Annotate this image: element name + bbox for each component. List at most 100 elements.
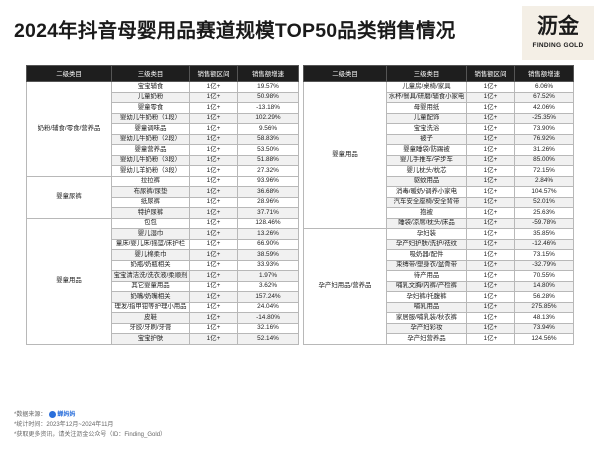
sales-range-cell: 1亿+ [466,333,515,345]
sales-range-cell: 1亿+ [466,144,515,156]
level3-category-cell: 理发/指甲钳等护理小用品 [111,301,190,313]
sales-range-cell: 1亿+ [189,249,238,261]
data-source-prefix: *数据来源： [14,412,47,418]
header-sales-growth: 销售额增速 [514,65,574,82]
sales-range-cell: 1亿+ [466,91,515,103]
sales-range-cell: 1亿+ [189,81,238,93]
header-level3-category: 三级类目 [111,65,190,82]
sales-growth-cell: 36.68% [237,186,299,198]
header-level3-category: 三级类目 [386,65,467,82]
level3-category-cell: 奶瓶/奶瓶相关 [111,259,190,271]
sales-range-cell: 1亿+ [189,154,238,166]
sales-range-cell: 1亿+ [189,228,238,240]
sales-range-cell: 1亿+ [466,123,515,135]
sales-growth-cell: 24.04% [237,301,299,313]
table-row: 纸尿裤 1亿+ 28.96% [27,196,299,208]
level3-category-cell: 婴童零食 [111,102,190,114]
level3-category-cell: 孕产妇营养品 [386,333,467,345]
table-row: 宝宝洗浴 1亿+ 73.90% [304,123,574,135]
sales-growth-cell: 66.90% [237,238,299,250]
sales-growth-cell: 27.32% [237,165,299,177]
level3-category-cell: 布尿裤/尿垫 [111,186,190,198]
sales-range-cell: 1亿+ [466,217,515,229]
table-row: 消毒/暖奶/调养小家电 1亿+ 104.57% [304,186,574,198]
level3-category-cell: 婴儿枕头/枕芯 [386,165,467,177]
table-row: 孕产妇彩妆 1亿+ 73.94% [304,322,574,334]
sales-range-cell: 1亿+ [189,280,238,292]
sales-range-cell: 1亿+ [466,228,515,240]
level3-category-cell: 纸尿裤 [111,196,190,208]
level3-category-cell: 婴幼儿羊奶粉（3段） [111,165,190,177]
level3-category-cell: 婴儿棉柔巾 [111,249,190,261]
sales-range-cell: 1亿+ [466,207,515,219]
table-row: 抱被 1亿+ 25.63% [304,207,574,219]
sales-growth-cell: 32.16% [237,322,299,334]
level3-category-cell: 皮鞋 [111,312,190,324]
sales-range-cell: 1亿+ [189,133,238,145]
sales-range-cell: 1亿+ [466,270,515,282]
sales-range-cell: 1亿+ [466,301,515,313]
level3-category-cell: 奶嘴/奶嘴相关 [111,291,190,303]
level3-category-cell: 哺乳用品 [386,301,467,313]
table-row: 水杯/餐具/研磨/辅食小家电 1亿+ 67.52% [304,91,574,103]
more-info-note: *获取更多资讯，请关注沥金公众号（ID：Finding_Gold） [14,432,167,438]
level3-category-cell: 儿童奶粉 [111,91,190,103]
sales-growth-cell: 104.57% [514,186,574,198]
table-row: 婴童尿裤 拉拉裤 1亿+ 93.96% [26,175,299,219]
table-row: 奶粉/辅食/零食/营养品 宝宝辅食 1亿+ 19.57% [26,81,299,177]
level3-category-cell: 宝宝护肤 [111,333,190,345]
table-row: 驱蚊用品 1亿+ 2.84% [304,175,574,187]
page-title: 2024年抖音母婴用品赛道规模TOP50品类销售情况 [14,20,456,42]
sales-range-cell: 1亿+ [466,312,515,324]
level3-category-cell: 宝宝清洁洗/洗衣液/柔顺剂 [111,270,190,282]
header-sales-range: 销售额区间 [466,65,515,82]
sales-growth-cell: 72.15% [514,165,574,177]
sales-range-cell: 1亿+ [189,291,238,303]
sales-range-cell: 1亿+ [466,291,515,303]
sales-growth-cell: 2.84% [514,175,574,187]
sales-range-cell: 1亿+ [466,186,515,198]
level3-category-cell: 睡袋/凉席/枕头/床品 [386,217,467,229]
sales-range-cell: 1亿+ [466,165,515,177]
level3-category-cell: 婴童营养品 [111,144,190,156]
level3-category-cell: 汽车安全座椅/安全背带 [386,196,467,208]
sales-growth-cell: 73.90% [514,123,574,135]
sales-range-cell: 1亿+ [466,154,515,166]
table-row: 孕产妇护肤/洗护/祛纹 1亿+ -12.46% [304,238,574,250]
sales-growth-cell: -25.35% [514,112,574,124]
table-row: 婴儿手推车/学步车 1亿+ 85.00% [304,154,574,166]
level3-category-cell: 儿童房/桌椅/家具 [386,81,467,93]
sales-range-cell: 1亿+ [466,249,515,261]
sales-range-cell: 1亿+ [189,217,238,229]
sales-growth-cell: 52.14% [237,333,299,345]
sales-growth-cell: 37.71% [237,207,299,219]
sales-growth-cell: 35.85% [514,228,574,240]
logo-chinese-text: 沥金 [537,15,579,38]
level3-category-cell: 婴幼儿牛奶粉（1段） [111,112,190,124]
level2-category-cell: 孕产妇用品/营养品 [303,228,387,345]
sales-growth-cell: 28.96% [237,196,299,208]
level3-category-cell: 吸奶器/配件 [386,249,467,261]
right-category-table: 二级类目 三级类目 销售额区间 销售额增速 婴童用品 儿童房/桌椅/家具 1亿+ 6.… [303,65,574,345]
sales-growth-cell: 128.46% [237,217,299,229]
sales-range-cell: 1亿+ [189,175,238,187]
level2-category-cell: 婴童尿裤 [26,175,112,219]
sales-growth-cell: 52.01% [514,196,574,208]
sales-growth-cell: 13.26% [237,228,299,240]
level3-category-cell: 孕产妇护肤/洗护/祛纹 [386,238,467,250]
level3-category-cell: 婴儿手推车/学步车 [386,154,467,166]
sales-range-cell: 1亿+ [189,270,238,282]
level3-category-cell: 驱蚊用品 [386,175,467,187]
sales-growth-cell: 56.28% [514,291,574,303]
level3-category-cell: 婴幼儿牛奶粉（3段） [111,154,190,166]
level3-category-cell: 宝宝洗浴 [386,123,467,135]
sales-range-cell: 1亿+ [466,175,515,187]
header-level2-category: 二级类目 [303,65,387,82]
level3-category-cell: 其它婴童用品 [111,280,190,292]
sales-range-cell: 1亿+ [466,280,515,292]
level3-category-cell: 孕产妇彩妆 [386,322,467,334]
level3-category-cell: 待产用品 [386,270,467,282]
level3-category-cell: 消毒/暖奶/调养小家电 [386,186,467,198]
level3-category-cell: 包包 [111,217,190,229]
table-row: 特护尿裤 1亿+ 37.71% [27,207,299,219]
